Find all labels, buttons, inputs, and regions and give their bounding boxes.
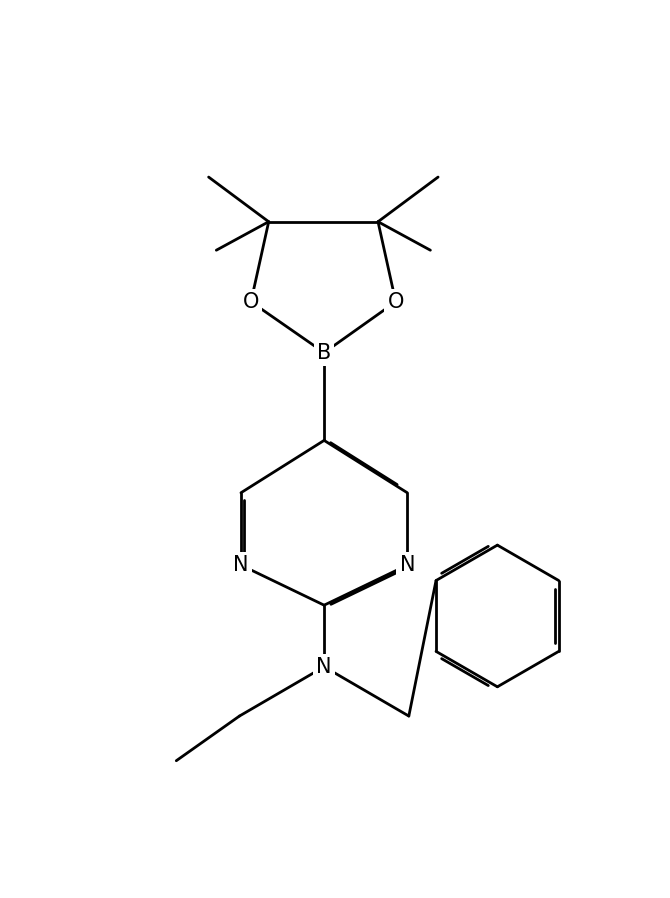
Text: N: N <box>399 555 415 575</box>
Text: O: O <box>243 292 259 312</box>
Text: O: O <box>387 292 404 312</box>
Text: N: N <box>316 656 332 677</box>
Text: B: B <box>317 343 331 363</box>
Text: N: N <box>233 555 249 575</box>
